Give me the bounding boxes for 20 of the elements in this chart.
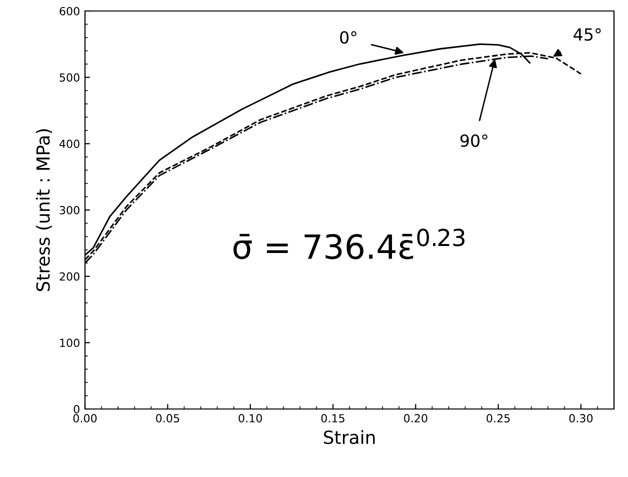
y-tick-label: 200 [60,272,80,281]
x-tick-label: 0.30 [569,414,593,422]
annotation: 90° [460,134,488,147]
annotation: 0° [340,31,356,44]
y-axis-title: Stress (unit : MPa) [36,129,52,292]
y-tick-label: 100 [60,338,80,348]
y-tick-label: 300 [60,206,80,214]
y-tick-label: 600 [60,6,80,16]
y-tick-label: 400 [59,140,80,148]
x-tick-label: 0.15 [321,414,344,422]
x-axis-title: Strain [324,430,375,444]
annotation: 45° [574,28,601,41]
x-tick-label: 0.10 [238,414,262,422]
x-tick-label: 0.00 [73,414,97,422]
y-tick-label: 0 [74,404,80,414]
annotation: σ̄ = 736.4ε̄$^{0.23}$ [234,228,464,260]
x-tick-label: 0.05 [156,414,180,422]
x-tick-label: 0.20 [404,414,428,422]
y-tick-label: 500 [60,73,80,82]
x-tick-label: 0.25 [486,414,510,422]
